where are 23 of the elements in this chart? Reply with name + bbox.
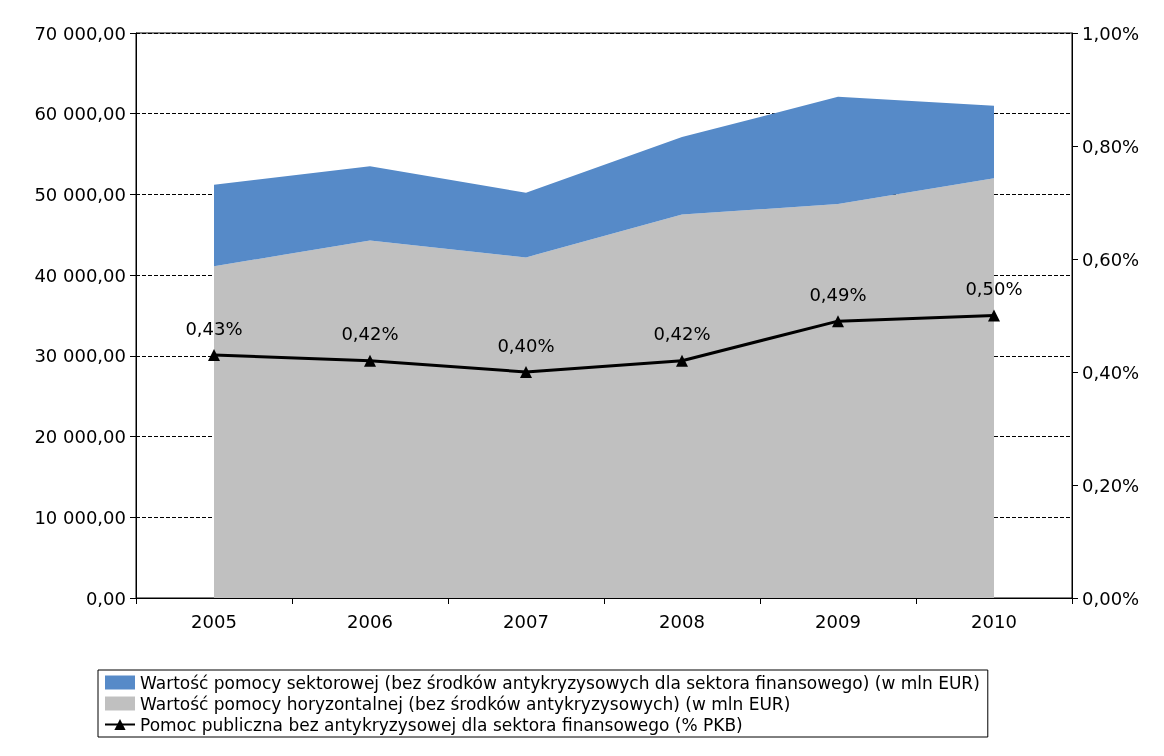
y2-tick-label: 0,60%	[1082, 248, 1140, 270]
legend-label: Wartość pomocy sektorowej (bez środków antykryzysowych dla sektora finansowego) (w mln EUR)	[140, 672, 980, 693]
x-tick-label: 2008	[659, 610, 705, 632]
y-tick-label: 40 000,00	[34, 264, 126, 286]
x-tick-label: 2009	[815, 610, 861, 632]
y-tick-label: 20 000,00	[34, 426, 126, 448]
x-tick-label: 2006	[347, 610, 393, 632]
y2-tick-label: 0,20%	[1082, 474, 1140, 496]
y2-tick-label: 0,80%	[1082, 135, 1140, 157]
y2-tick-label: 0,00%	[1082, 587, 1140, 609]
y-tick-label: 0,00	[85, 587, 126, 609]
y-tick-label: 50 000,00	[34, 183, 126, 205]
legend-label: Pomoc publiczna bez antykryzysowej dla sektora finansowego (% PKB)	[140, 714, 743, 735]
y-tick-label: 70 000,00	[34, 22, 126, 44]
y-tick-label: 10 000,00	[34, 506, 126, 528]
x-tick-label: 2005	[191, 610, 237, 632]
y-tick-label: 60 000,00	[34, 103, 126, 125]
legend-label: Wartość pomocy horyzontalnej (bez środków antykryzysowych) (w mln EUR)	[140, 693, 791, 714]
y2-tick-label: 0,40%	[1082, 361, 1140, 383]
y-tick-label: 30 000,00	[34, 345, 126, 367]
y2-tick-label: 1,00%	[1082, 22, 1140, 44]
x-tick-label: 2010	[971, 610, 1017, 632]
x-tick-label: 2007	[503, 610, 549, 632]
